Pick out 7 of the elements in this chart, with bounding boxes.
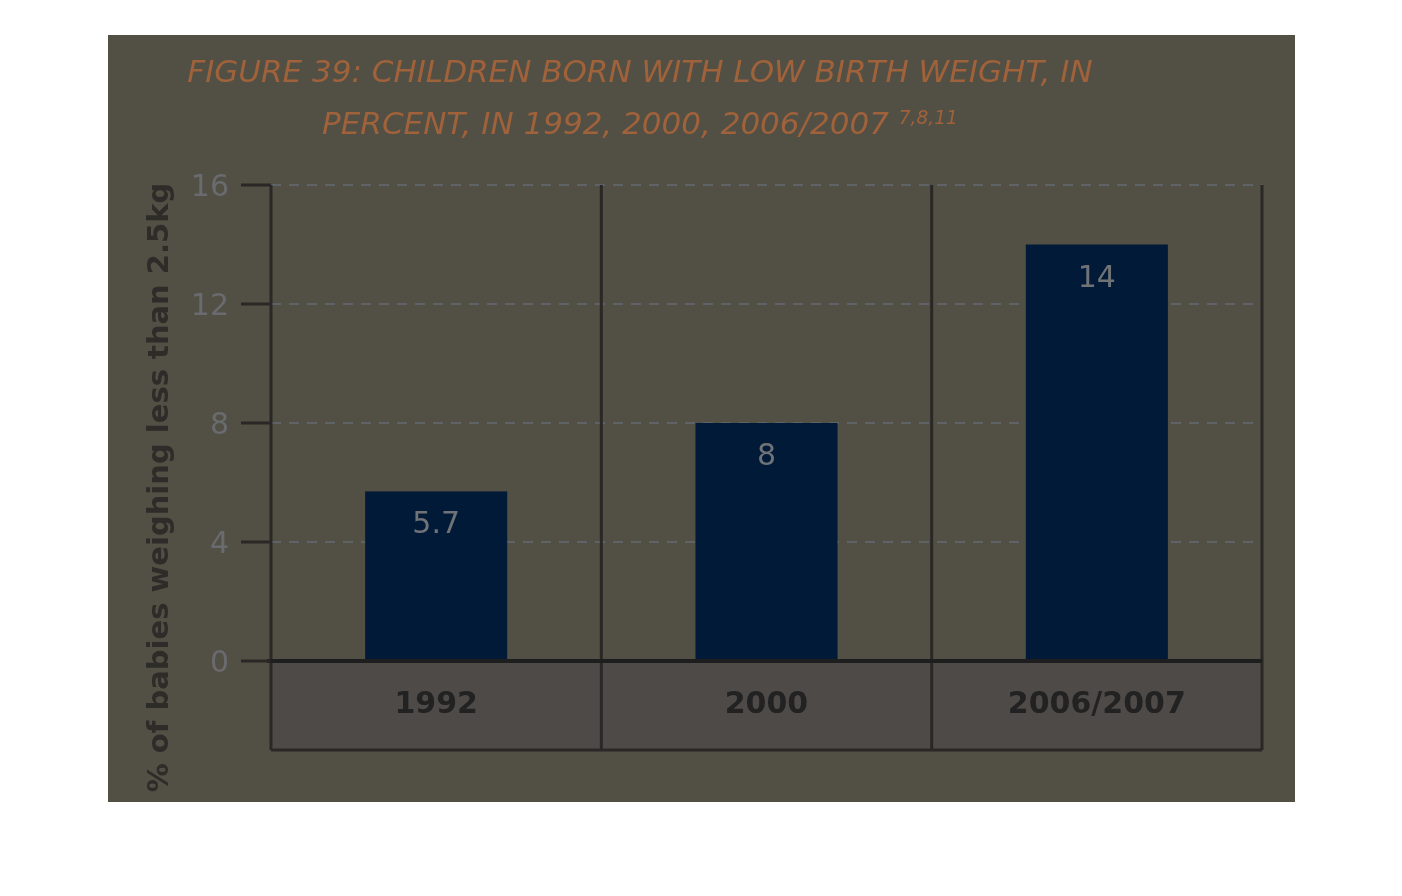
data-label: 14 [1077,258,1116,294]
bar [1025,244,1168,661]
bar [365,491,508,661]
bar [695,423,838,661]
data-label: 5.7 [412,505,461,541]
data-label: 8 [756,437,777,472]
chart-title: FIGURE 39: CHILDREN BORN WITH LOW BIRTH WEIGHT, IN PERCENT, IN 1992, 2000, 2006/2007 $^{7,8,11}$ [187,53,1093,141]
